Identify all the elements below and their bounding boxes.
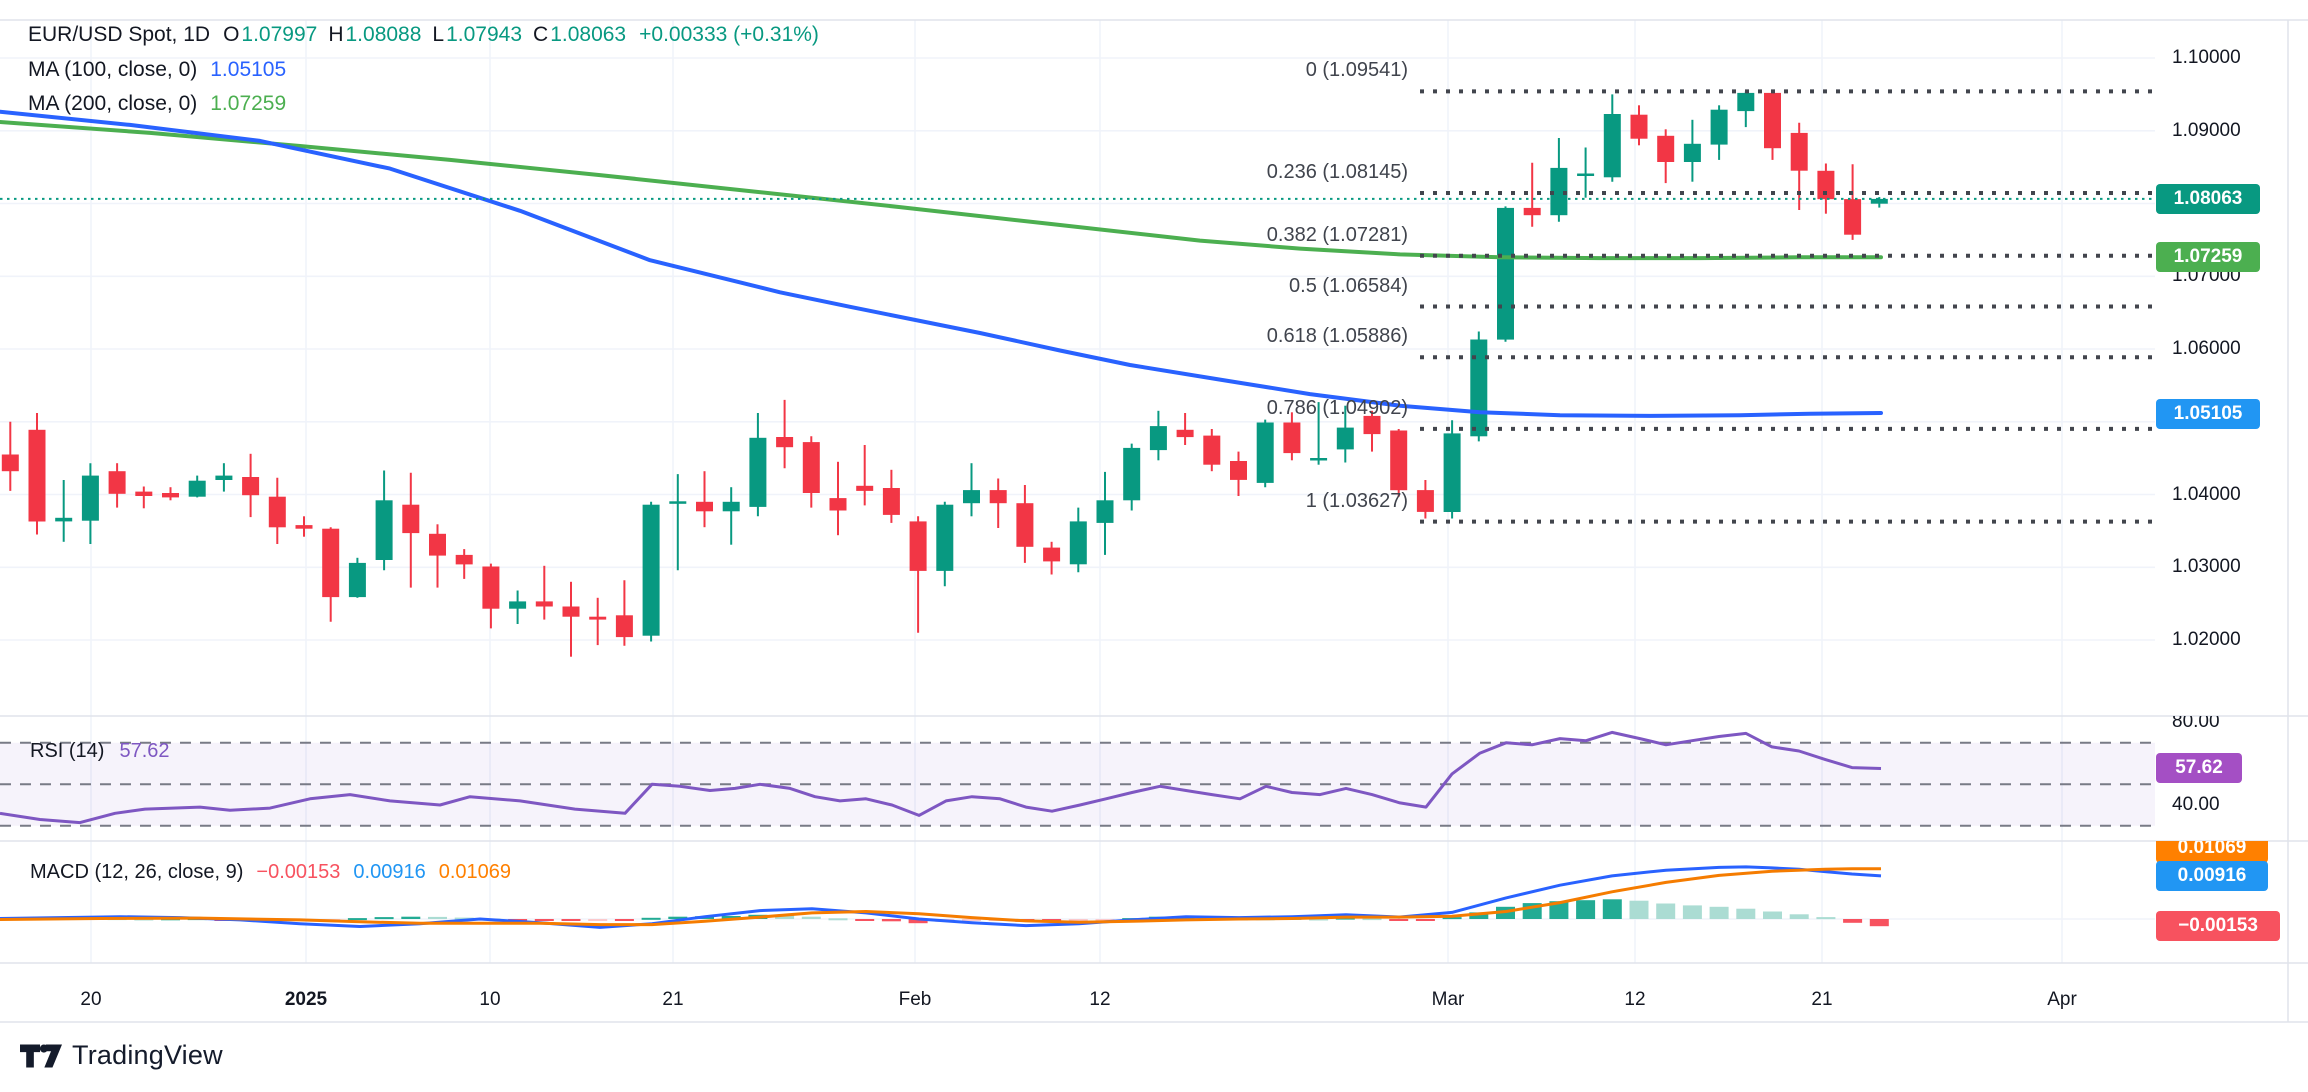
rsi-legend-row[interactable]: RSI (14) 57.62 [30,740,170,763]
ma100-label: MA (100, close, 0) [28,58,198,81]
rsi-axis-label: 80.00 [2172,716,2220,732]
macd-axis[interactable]: 0.01069 0.00916 −0.00153 [2155,841,2308,963]
fib-label: 0.786 (1.04902) [1266,397,1408,419]
time-axis-label-mar: Mar [1431,989,1465,1010]
macd-axis-badge: −0.00153 [2156,911,2280,941]
rsi-axis-label: 40.00 [2172,794,2220,815]
ohlc-c: C 1.08063 [533,23,627,46]
ma200-value: 1.07259 [210,92,287,115]
ma200-legend-row[interactable]: MA (200, close, 0) 1.07259 [28,92,286,116]
ohlc-o: O 1.07997 [223,23,318,46]
fib-label: 0.236 (1.08145) [1266,161,1408,183]
fib-label: 0.618 (1.05886) [1266,325,1408,347]
fib-label: 1 (1.03627) [1305,490,1408,512]
price-axis-badge: 1.08063 [2156,184,2260,214]
ohlc-l: L 1.07943 [432,23,523,46]
price-axis-label: 1.03000 [2172,556,2241,577]
symbol-title: EUR/USD Spot, 1D [28,23,211,46]
change-value: +0.00333 (+0.31%) [639,23,819,46]
tradingview-logo[interactable]: TradingView [20,1040,223,1071]
ma200-label: MA (200, close, 0) [28,92,198,115]
rsi-axis[interactable]: 80.00 40.00 57.62 [2155,716,2308,841]
price-axis-label: 1.02000 [2172,629,2241,650]
price-axis-label: 1.10000 [2172,47,2241,68]
price-axis-badge: 1.07259 [2156,242,2260,272]
ma100-value: 1.05105 [210,58,287,81]
fib-label: 0.5 (1.06584) [1289,275,1408,297]
rsi-label: RSI (14) [30,740,105,762]
fib-label: 0.382 (1.07281) [1266,224,1408,246]
fib-label: 0 (1.09541) [1305,59,1408,81]
price-axis-badge: 1.05105 [2156,399,2260,429]
time-axis-label-12: 12 [1624,989,1646,1010]
time-axis-label-12: 12 [1089,989,1111,1010]
time-axis-label-2025: 2025 [284,989,328,1010]
macd-axis-badge: 0.00916 [2156,861,2268,891]
price-axis-label: 1.06000 [2172,338,2241,359]
ohlc-h: H 1.08088 [328,23,422,46]
symbol-legend-row[interactable]: EUR/USD Spot, 1D O 1.07997 H 1.08088 L 1.0794… [28,23,819,47]
price-axis-label: 1.04000 [2172,484,2241,505]
macd-legend-value-2: 0.01069 [438,861,511,883]
ma100-legend-row[interactable]: MA (100, close, 0) 1.05105 [28,58,286,82]
macd-values: −0.00153 0.00916 0.01069 [256,861,511,884]
ohlc-values: O 1.07997 H 1.08088 L 1.07943 C 1.08063 [223,23,626,47]
time-axis-label-21: 21 [1811,989,1833,1010]
macd-axis-badge: 0.01069 [2156,841,2268,863]
rsi-axis-badge: 57.62 [2156,753,2242,783]
macd-label: MACD (12, 26, close, 9) [30,861,244,883]
price-axis-label: 1.09000 [2172,120,2241,141]
tradingview-logo-icon [20,1044,62,1067]
macd-legend-value-1: 0.00916 [353,861,426,883]
time-axis-label-20: 20 [80,989,102,1010]
macd-legend-row[interactable]: MACD (12, 26, close, 9) −0.00153 0.00916 0… [30,861,511,884]
time-axis-label-10: 10 [479,989,501,1010]
time-axis-label-apr: Apr [2047,989,2077,1010]
time-axis-label-21: 21 [662,989,684,1010]
rsi-value: 57.62 [119,740,170,762]
tradingview-logo-text: TradingView [72,1040,223,1070]
time-axis-label-feb: Feb [898,989,932,1010]
macd-legend-value-0: −0.00153 [256,861,341,883]
